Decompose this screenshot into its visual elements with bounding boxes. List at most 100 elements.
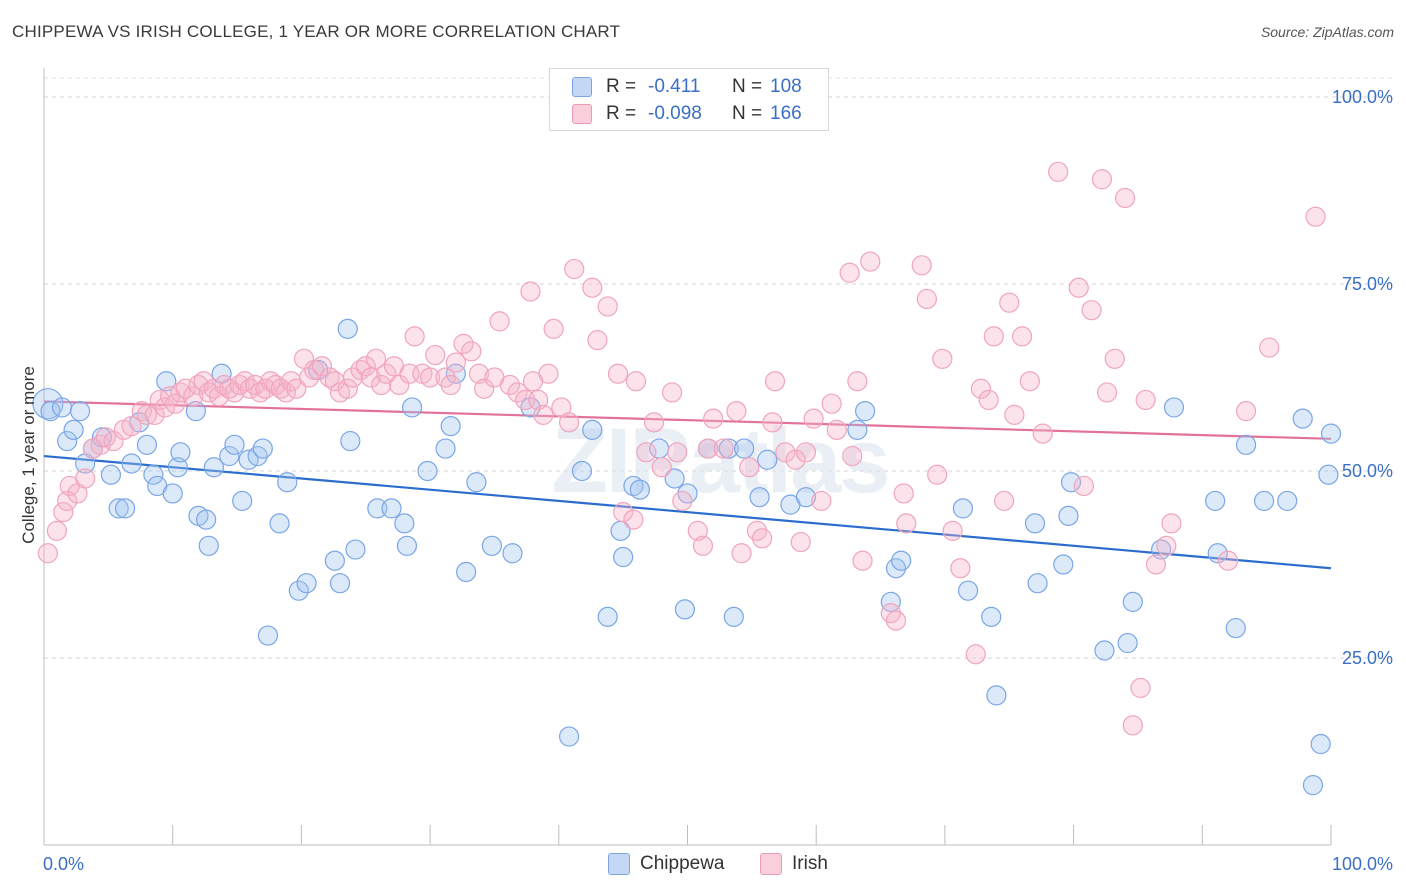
chippewa-point xyxy=(718,438,739,459)
chippewa-point xyxy=(329,573,351,594)
chippewa-point xyxy=(1058,505,1079,526)
chippewa-point xyxy=(1163,397,1185,418)
irish-point xyxy=(607,363,629,384)
irish-point xyxy=(1217,550,1239,571)
irish-point xyxy=(474,378,495,399)
chippewa-point xyxy=(613,546,634,568)
gridlines xyxy=(44,77,1392,659)
y-tick-label: 75.0% xyxy=(1342,274,1393,294)
chippewa-point xyxy=(417,460,438,482)
chippewa-point xyxy=(337,318,358,339)
irish-point xyxy=(994,490,1015,512)
chippewa-point xyxy=(445,363,466,384)
irish-point xyxy=(1135,389,1156,411)
trend-lines xyxy=(43,400,1332,570)
irish-point xyxy=(911,255,932,276)
chippewa-point xyxy=(1122,591,1143,613)
irish-point xyxy=(790,531,811,553)
irish-point xyxy=(687,520,708,541)
x-tick-label: 100.0% xyxy=(1332,854,1393,874)
chippewa-point xyxy=(1302,775,1324,796)
chippewa-point xyxy=(1235,434,1257,455)
irish-point xyxy=(1114,187,1136,209)
chippewa-point xyxy=(1225,617,1246,639)
irish-trend-line xyxy=(43,400,1332,440)
irish-point xyxy=(1081,300,1102,321)
chippewa-point xyxy=(1207,543,1228,564)
chippewa-point xyxy=(1053,554,1074,575)
chippewa-point xyxy=(394,513,415,534)
irish-point xyxy=(46,520,67,541)
irish-point xyxy=(752,528,773,549)
chippewa-point xyxy=(170,442,191,463)
irish-point xyxy=(1096,382,1118,403)
r-label: R = xyxy=(606,102,637,124)
irish-point xyxy=(389,374,410,396)
irish-point xyxy=(453,333,474,354)
irish-point xyxy=(1104,348,1125,369)
irish-point xyxy=(342,367,363,388)
n-label: N = xyxy=(732,102,763,124)
r-value: -0.098 xyxy=(648,102,702,124)
chippewa-point xyxy=(203,457,224,478)
data-points xyxy=(32,161,1342,796)
irish-point xyxy=(762,412,783,433)
chippewa-point xyxy=(63,419,84,440)
chippewa-point xyxy=(1094,640,1115,661)
chippewa-point xyxy=(219,445,240,467)
chippewa-point xyxy=(502,543,523,564)
chippewa-point xyxy=(952,498,974,519)
irish-point xyxy=(582,277,603,298)
irish-point xyxy=(636,442,657,463)
irish-point xyxy=(1048,161,1069,182)
irish-point xyxy=(371,374,392,396)
chippewa-point xyxy=(156,371,177,392)
legend-row-chippewa: R = -0.411 N = 108 xyxy=(550,73,802,100)
irish-point xyxy=(1004,404,1025,425)
irish-point xyxy=(826,419,847,440)
chippewa-legend-label: Chippewa xyxy=(640,853,725,874)
chippewa-point xyxy=(623,475,644,497)
chippewa-point xyxy=(257,625,279,646)
irish-point xyxy=(468,363,490,384)
irish-point xyxy=(916,288,937,310)
chippewa-point xyxy=(723,606,744,627)
chippewa-point xyxy=(749,487,770,508)
legend-row-irish: R = -0.098 N = 166 xyxy=(550,100,802,127)
irish-point xyxy=(613,502,634,523)
irish-point xyxy=(37,543,58,564)
irish-point xyxy=(103,430,124,452)
irish-point xyxy=(1235,401,1257,422)
irish-point xyxy=(739,457,760,478)
irish-point xyxy=(697,438,719,459)
irish-point xyxy=(57,490,78,512)
x-tick-label: 0.0% xyxy=(43,854,84,874)
chippewa-point xyxy=(40,401,61,422)
chippewa-point xyxy=(381,498,402,519)
n-value: 166 xyxy=(770,102,802,124)
irish-point xyxy=(661,382,683,403)
irish-point xyxy=(896,513,917,534)
chippewa-point xyxy=(69,401,91,422)
chippewa-point xyxy=(1253,490,1275,512)
chippewa-point xyxy=(981,606,1002,627)
irish-point xyxy=(597,296,618,317)
irish-point xyxy=(885,610,907,631)
irish-point xyxy=(999,292,1020,313)
y-tick-label: 100.0% xyxy=(1332,87,1393,107)
irish-point xyxy=(821,393,842,414)
chippewa-point xyxy=(466,472,487,493)
irish-point xyxy=(1073,475,1094,497)
chippewa-point xyxy=(571,460,593,482)
chippewa-point xyxy=(597,606,618,627)
chippewa-point xyxy=(288,580,309,601)
irish-point xyxy=(775,442,796,463)
irish-point xyxy=(538,363,559,384)
irish-point xyxy=(811,490,832,512)
irish-point xyxy=(136,404,158,425)
irish-point xyxy=(1259,337,1280,358)
irish-point xyxy=(53,502,74,523)
irish-point xyxy=(927,464,948,485)
chippewa-point xyxy=(757,449,778,470)
chippewa-swatch xyxy=(572,76,592,97)
